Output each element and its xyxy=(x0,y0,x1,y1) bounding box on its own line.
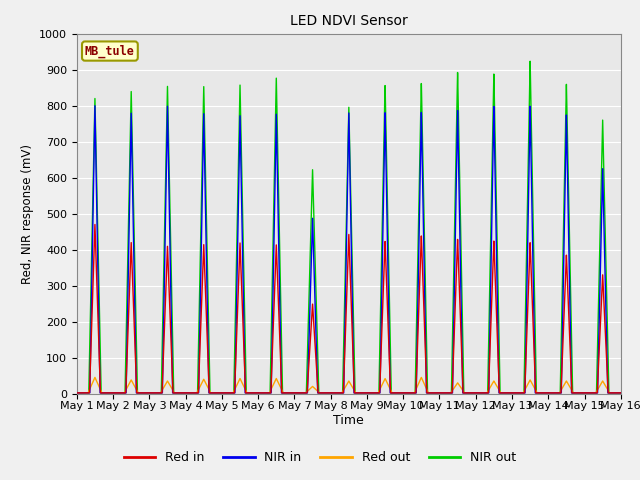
Red in xyxy=(91,222,99,228)
NIR out xyxy=(189,390,197,396)
NIR out xyxy=(276,287,284,293)
Red in xyxy=(73,390,81,396)
Red in xyxy=(189,390,197,396)
NIR in xyxy=(276,344,284,349)
X-axis label: Time: Time xyxy=(333,414,364,427)
NIR in xyxy=(501,390,509,396)
NIR out xyxy=(526,59,534,64)
Red in xyxy=(501,390,509,396)
NIR in xyxy=(91,103,99,108)
NIR out xyxy=(615,390,623,396)
Red out xyxy=(617,390,625,396)
NIR out xyxy=(501,390,509,396)
Red out xyxy=(615,390,623,396)
Legend: Red in, NIR in, Red out, NIR out: Red in, NIR in, Red out, NIR out xyxy=(119,446,521,469)
Red out xyxy=(424,389,431,395)
Title: LED NDVI Sensor: LED NDVI Sensor xyxy=(290,14,408,28)
NIR out xyxy=(73,390,81,396)
Red out xyxy=(276,384,284,390)
Red in xyxy=(424,390,431,396)
Red in xyxy=(184,390,191,396)
Line: NIR out: NIR out xyxy=(77,61,621,393)
NIR in xyxy=(184,390,191,396)
NIR in xyxy=(617,390,625,396)
Red in xyxy=(615,390,623,396)
Line: NIR in: NIR in xyxy=(77,106,621,393)
Text: MB_tule: MB_tule xyxy=(85,44,135,58)
NIR in xyxy=(615,390,623,396)
NIR in xyxy=(424,390,431,396)
Red out xyxy=(501,390,509,396)
NIR in xyxy=(73,390,81,396)
Line: Red in: Red in xyxy=(77,225,621,393)
NIR out xyxy=(617,390,625,396)
Red out xyxy=(184,390,191,396)
Line: Red out: Red out xyxy=(77,377,621,393)
Y-axis label: Red, NIR response (mV): Red, NIR response (mV) xyxy=(20,144,33,284)
Red out xyxy=(73,390,81,396)
NIR out xyxy=(184,390,191,396)
Red out xyxy=(189,390,197,396)
NIR out xyxy=(424,390,431,396)
Red in xyxy=(617,390,625,396)
NIR in xyxy=(189,390,197,396)
Red out xyxy=(91,374,99,380)
Red in xyxy=(276,357,284,363)
